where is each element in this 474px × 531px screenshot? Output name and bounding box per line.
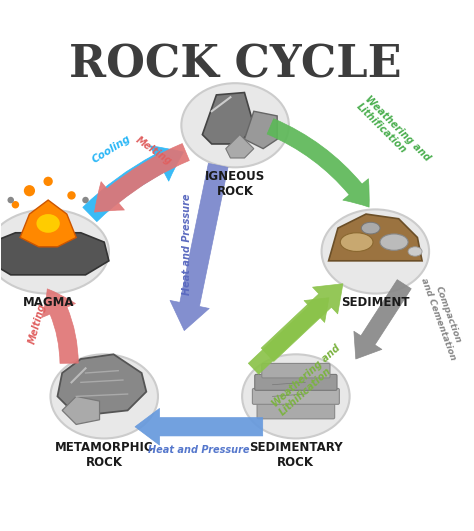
- Text: Heat and Pressure: Heat and Pressure: [182, 194, 192, 295]
- Text: SEDIMENTARY
ROCK: SEDIMENTARY ROCK: [249, 441, 343, 469]
- Text: Weathering and
Lithification: Weathering and Lithification: [354, 93, 432, 171]
- Text: Heat and Pressure: Heat and Pressure: [148, 446, 249, 456]
- Polygon shape: [245, 112, 277, 149]
- Circle shape: [44, 177, 53, 186]
- FancyBboxPatch shape: [257, 402, 335, 419]
- Text: ROCK CYCLE: ROCK CYCLE: [69, 44, 401, 87]
- Circle shape: [24, 185, 35, 196]
- FancyBboxPatch shape: [252, 389, 339, 404]
- FancyBboxPatch shape: [255, 374, 337, 390]
- Polygon shape: [20, 200, 76, 247]
- Polygon shape: [57, 354, 146, 415]
- Ellipse shape: [321, 209, 429, 294]
- Text: Melting: Melting: [27, 303, 48, 345]
- Ellipse shape: [380, 234, 408, 250]
- Text: Cooling: Cooling: [90, 133, 132, 165]
- Ellipse shape: [408, 247, 422, 256]
- Circle shape: [8, 197, 14, 203]
- Text: Compaction
and Cementation: Compaction and Cementation: [419, 273, 467, 361]
- Ellipse shape: [36, 214, 60, 233]
- Text: MAGMA: MAGMA: [22, 296, 74, 309]
- Polygon shape: [0, 233, 109, 275]
- Ellipse shape: [242, 354, 350, 439]
- Text: Melting: Melting: [133, 135, 173, 167]
- Ellipse shape: [50, 354, 158, 439]
- Polygon shape: [62, 396, 100, 424]
- Text: IGNEOUS
ROCK: IGNEOUS ROCK: [205, 170, 265, 198]
- Circle shape: [12, 201, 19, 209]
- Polygon shape: [328, 214, 422, 261]
- Ellipse shape: [182, 83, 289, 167]
- Ellipse shape: [340, 233, 373, 252]
- Polygon shape: [202, 92, 254, 144]
- Text: METAMORPHIC
ROCK: METAMORPHIC ROCK: [55, 441, 154, 469]
- Ellipse shape: [361, 222, 380, 234]
- Text: SEDIMENT: SEDIMENT: [341, 296, 410, 309]
- FancyBboxPatch shape: [262, 363, 330, 378]
- Circle shape: [67, 191, 76, 200]
- Polygon shape: [226, 135, 254, 158]
- Text: Weathering and
Lithification: Weathering and Lithification: [270, 342, 350, 417]
- Ellipse shape: [0, 209, 109, 294]
- Circle shape: [82, 197, 89, 203]
